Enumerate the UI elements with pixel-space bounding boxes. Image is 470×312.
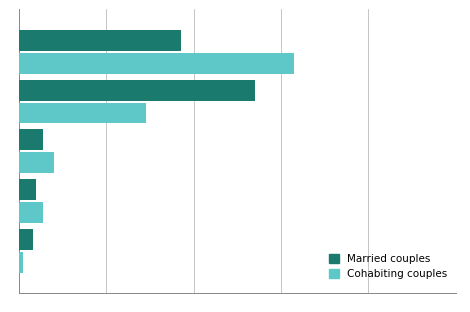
Legend: Married couples, Cohabiting couples: Married couples, Cohabiting couples xyxy=(325,251,451,282)
Bar xyxy=(19,103,146,124)
Bar xyxy=(19,30,180,51)
Bar xyxy=(19,252,23,273)
Bar xyxy=(19,229,33,250)
Bar xyxy=(19,202,43,223)
Bar xyxy=(19,179,36,200)
Bar xyxy=(19,152,54,173)
Bar xyxy=(19,53,294,74)
Bar xyxy=(19,129,43,150)
Bar xyxy=(19,80,255,100)
